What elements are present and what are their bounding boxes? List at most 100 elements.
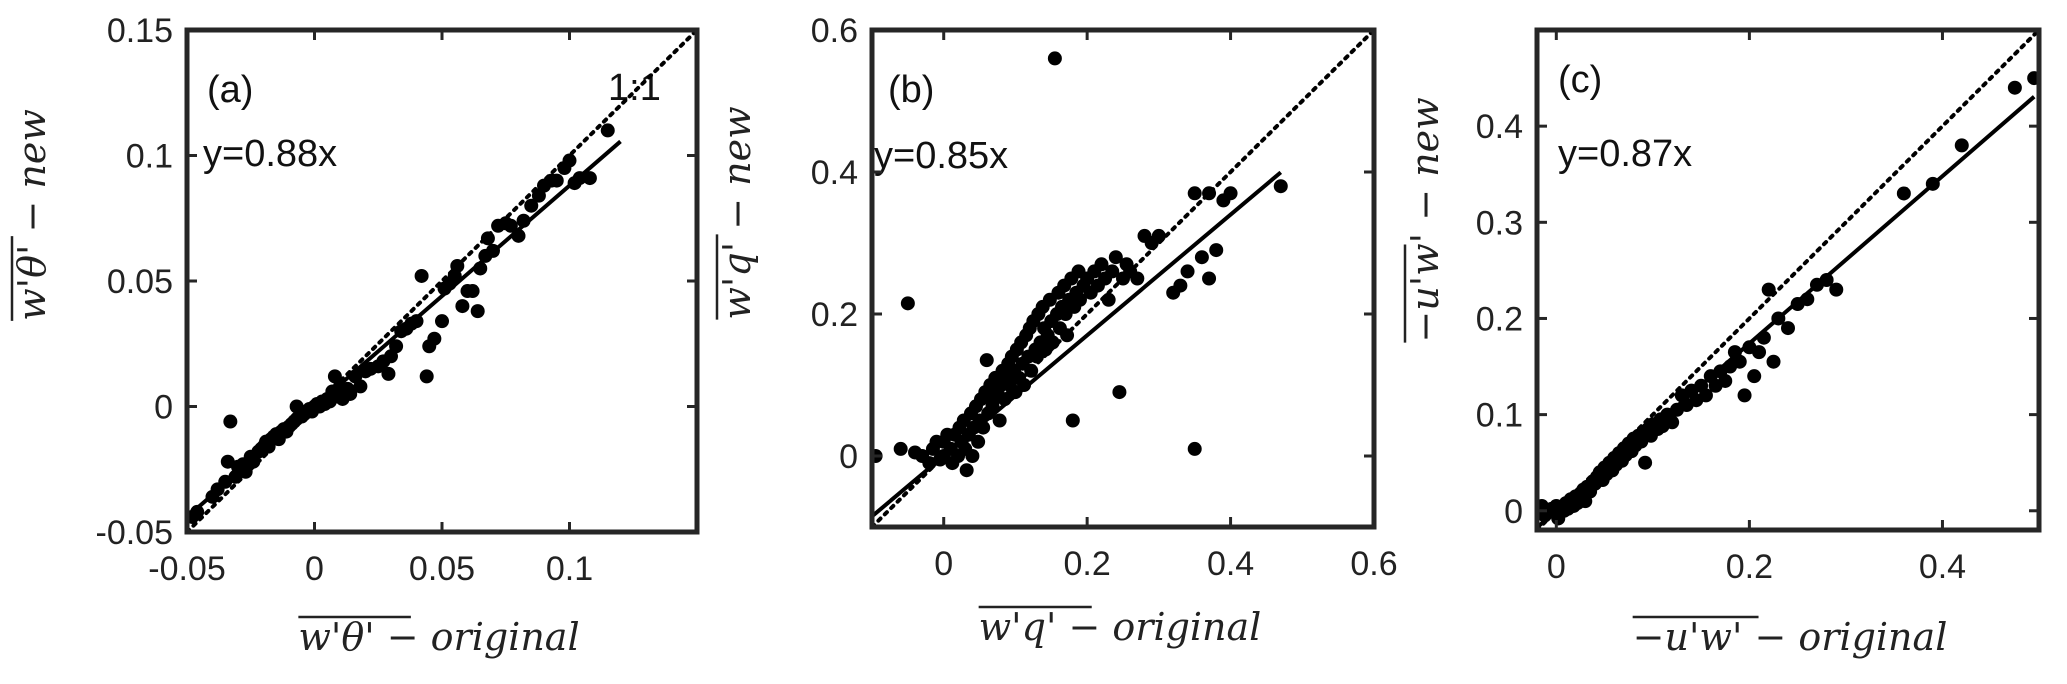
panel-b-data-point	[1024, 363, 1039, 378]
panel-a-data-point	[549, 173, 564, 188]
panel-c-y-tick-label: 0.3	[1476, 204, 1523, 242]
panel-a-data-point	[409, 314, 424, 329]
panel-b-data-point	[1101, 292, 1116, 307]
panel-b-data-point	[1047, 51, 1062, 66]
panel-b-data-point	[1187, 186, 1202, 201]
panel-a-data-point	[343, 386, 358, 401]
panel-a-data-point	[223, 414, 238, 429]
panel-c-data-point	[1829, 282, 1844, 297]
panel-a-data-point	[470, 304, 485, 319]
panel-a-data-point	[572, 171, 587, 186]
panel-a-x-tick-label: 0.05	[409, 550, 475, 588]
panel-c-data-point	[2027, 71, 2039, 86]
panel-a-y-tick-label: 0.05	[107, 263, 173, 301]
panel-b-data-point	[1108, 250, 1123, 265]
panel-c-data-point	[1896, 186, 1911, 201]
panel-b-data-point	[1060, 328, 1075, 343]
panel-a-data-point	[419, 369, 434, 384]
panel-b-y-tick-label: 0.2	[811, 296, 858, 334]
panel-b-data-point	[1273, 179, 1288, 194]
panel-a-data-point	[503, 218, 518, 233]
panel-b-data-point	[1173, 278, 1188, 293]
panel-b-data-point	[1017, 378, 1032, 392]
panel-c-plot-area	[1537, 30, 2039, 530]
panel-b-data-point	[893, 441, 908, 456]
panel-b-data-point	[1130, 271, 1145, 286]
panel-b-data-point	[900, 296, 915, 311]
panel-c-data-point	[1819, 273, 1834, 287]
panel-a-data-point	[414, 268, 429, 283]
panel-c-data-point	[1698, 388, 1713, 403]
panel-b-axes-frame	[869, 27, 1377, 530]
panel-a-data-point	[389, 339, 404, 354]
panel-a: w'θ' − new w'θ' − original (a) y=0.88x 1…	[10, 12, 700, 659]
panel-a-ylabel: w'θ' − new	[10, 109, 54, 321]
panel-c-xlabel: −u'w' − original	[1633, 615, 1948, 659]
panel-b-data-point	[965, 449, 980, 463]
panel-b-data-point	[1202, 186, 1217, 201]
panel-b-y-tick-label: 0.4	[811, 154, 858, 192]
panel-b-y-tick-label: 0.6	[811, 12, 858, 50]
panel-a-data-point	[582, 171, 597, 186]
panel-b-data-point	[1194, 250, 1209, 265]
panel-c-data-point	[1718, 373, 1733, 388]
panel-a-data-point	[353, 379, 368, 394]
panel-b-x-tick-label: 0.2	[1064, 545, 1111, 583]
panel-c-y-tick-label: 0.1	[1476, 397, 1523, 435]
panel-c-data-point	[1737, 388, 1752, 403]
panel-c-data-point	[1756, 330, 1771, 345]
panel-c-x-tick-label: 0.2	[1726, 548, 1773, 586]
panel-a-data-point	[238, 464, 253, 479]
panel-b-data-point	[1223, 186, 1238, 201]
panel-b: w'q' − new w'q' − original (b) y=0.85x 0…	[715, 12, 1398, 649]
panel-c-data-point	[1771, 311, 1786, 326]
panel-b-data-point	[1112, 385, 1127, 400]
panel-a-label: (a)	[207, 69, 253, 111]
panel-a-data-point	[381, 366, 396, 381]
panel-c-y-tick-label: 0	[1504, 493, 1523, 531]
panel-c-data-point	[2007, 80, 2022, 95]
panel-a-x-tick-label: 0.1	[546, 550, 593, 588]
panel-a-y-tick-label: 0.1	[126, 138, 173, 176]
panel-b-label: (b)	[888, 69, 934, 111]
panel-a-xlabel: w'θ' − original	[298, 615, 579, 659]
panel-a-data-point	[473, 261, 488, 276]
panel-b-data-point	[976, 420, 991, 435]
panel-c-data-point	[1732, 354, 1747, 369]
panel-b-data-point	[1072, 292, 1087, 307]
panel-a-fit-label: y=0.88x	[203, 133, 337, 175]
panel-a-data-point	[480, 231, 495, 246]
panel-c-data-point	[1766, 354, 1781, 369]
panel-b-xlabel: w'q' − original	[979, 605, 1262, 649]
panel-a-y-tick-label: 0.15	[107, 12, 173, 50]
panel-c-y-tick-label: 0.4	[1476, 108, 1523, 146]
panel-c-data-point	[1665, 415, 1680, 430]
panel-c-axes-frame	[1534, 27, 2042, 533]
panel-b-data-point	[1187, 441, 1202, 456]
panel-c-x-tick-label: 0	[1547, 548, 1566, 586]
panel-b-x-tick-label: 0.6	[1350, 545, 1397, 583]
panel-a-y-tick-label: -0.05	[96, 514, 174, 552]
panel-b-data-point	[1202, 271, 1217, 286]
panel-a-ref-label: 1:1	[608, 67, 661, 109]
panel-c-label: (c)	[1558, 59, 1602, 101]
panel-b-data-point	[1045, 335, 1060, 350]
panel-b-data-point	[922, 456, 937, 471]
panel-c-fit-label: y=0.87x	[1558, 133, 1692, 175]
panel-a-data-point	[450, 258, 465, 273]
panel-b-data-point	[1180, 264, 1195, 279]
panel-b-x-tick-label: 0.4	[1207, 545, 1254, 583]
panel-a-data-point	[511, 228, 526, 243]
panel-b-data-point	[959, 463, 974, 478]
panel-c-data-point	[1925, 176, 1940, 191]
panel-a-y-tick-label: 0	[154, 389, 173, 427]
panel-b-x-tick-label: 0	[934, 545, 953, 583]
panel-c-data-point	[1781, 321, 1795, 336]
panel-a-data-point	[465, 284, 480, 299]
panel-a-data-point	[435, 314, 449, 329]
panel-c-data-point	[1747, 369, 1762, 384]
panel-b-data-point	[979, 353, 994, 368]
panel-c-data-point	[1761, 282, 1776, 297]
panel-c-data-point	[1752, 345, 1767, 360]
